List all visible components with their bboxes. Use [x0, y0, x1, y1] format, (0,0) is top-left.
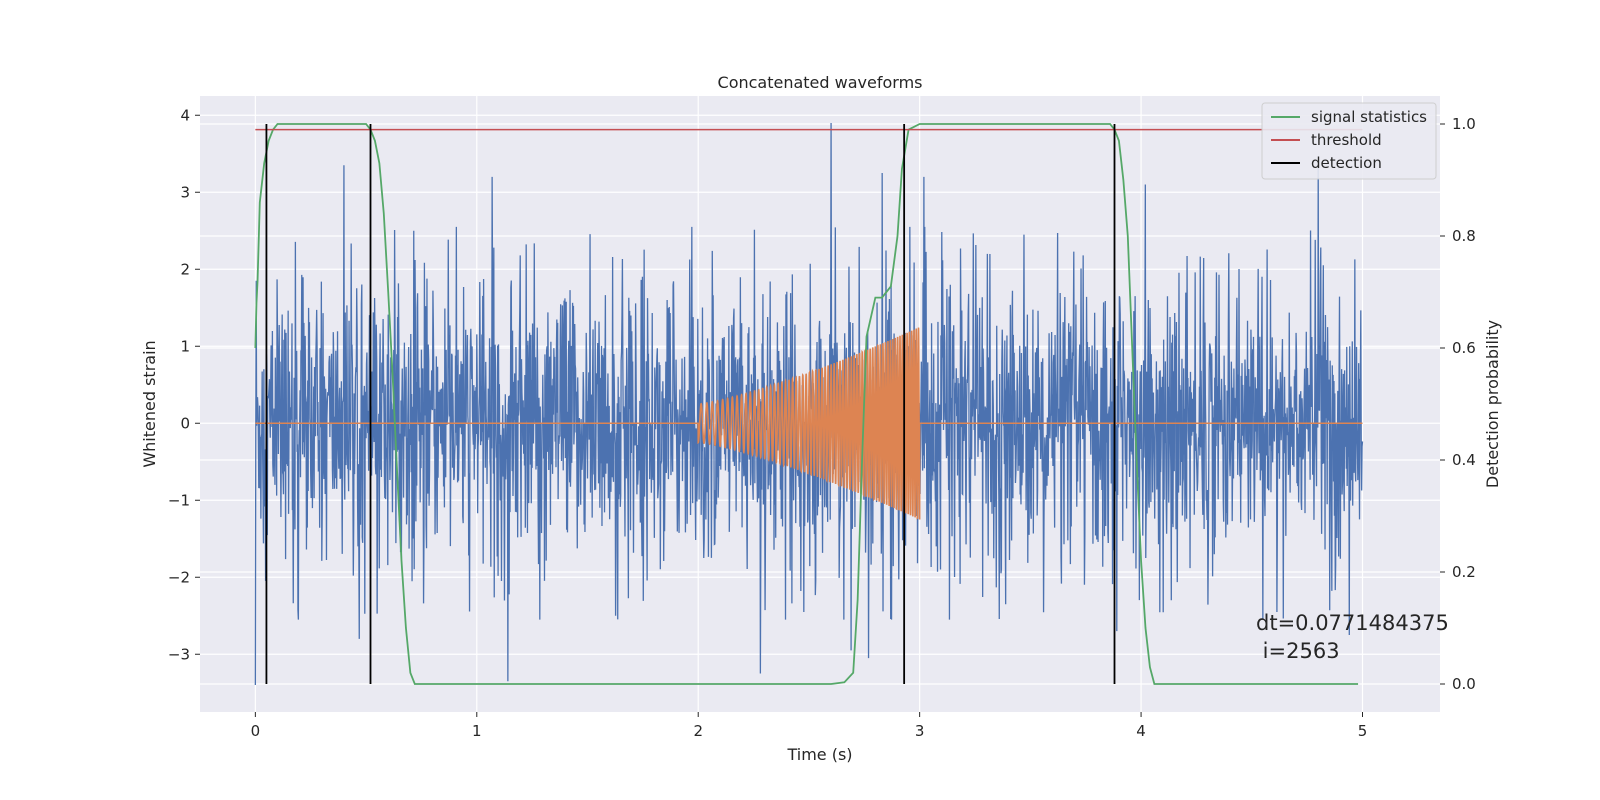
tick-layer: 0 1 2 3 4 5 −3 −2 −1 0 1 2 3 4 0.0 0.2 0.4 0.6 0.8 1.0: [168, 106, 1476, 740]
x-tick-label: 2: [693, 722, 703, 740]
y-tick-label: 1: [180, 337, 190, 355]
x-tick-label: 5: [1358, 722, 1368, 740]
y-axis-label: Whitened strain: [140, 340, 159, 467]
annotation-index: i=2563: [1256, 639, 1340, 663]
y-tick-label: 4: [180, 106, 190, 124]
annotation-dt: dt=0.0771484375: [1256, 611, 1449, 635]
signal-statistics-line: [254, 123, 1359, 685]
x-tick-label: 3: [915, 722, 925, 740]
y-tick-label: 3: [180, 183, 190, 201]
chirp-line: [255, 327, 1363, 520]
x-tick-label: 1: [472, 722, 482, 740]
y2-tick-label: 0.2: [1452, 563, 1476, 581]
y2-axis-label: Detection probability: [1483, 320, 1502, 488]
chirp-series: [255, 327, 1363, 520]
detection-series: [265, 124, 1116, 684]
x-axis-label: Time (s): [786, 745, 852, 764]
legend: signal statistics threshold detection: [1261, 102, 1437, 180]
y2-tick-label: 0.0: [1452, 675, 1476, 693]
x-tick-label: 0: [251, 722, 261, 740]
legend-label-statistics: signal statistics: [1311, 108, 1427, 126]
y-tick-label: −3: [168, 645, 190, 663]
legend-box: [1261, 102, 1437, 180]
y2-tick-label: 0.6: [1452, 339, 1476, 357]
legend-label-threshold: threshold: [1311, 131, 1382, 149]
y-tick-label: −1: [168, 491, 190, 509]
chart-title: Concatenated waveforms: [718, 73, 923, 92]
y-tick-label: −2: [168, 568, 190, 586]
signal-statistics-series: [254, 123, 1359, 685]
y-tick-label: 0: [180, 414, 190, 432]
y2-tick-label: 0.8: [1452, 227, 1476, 245]
legend-label-detection: detection: [1311, 154, 1382, 172]
y2-tick-label: 0.4: [1452, 451, 1476, 469]
y2-tick-label: 1.0: [1452, 115, 1476, 133]
y-tick-label: 2: [180, 260, 190, 278]
x-tick-label: 4: [1136, 722, 1146, 740]
